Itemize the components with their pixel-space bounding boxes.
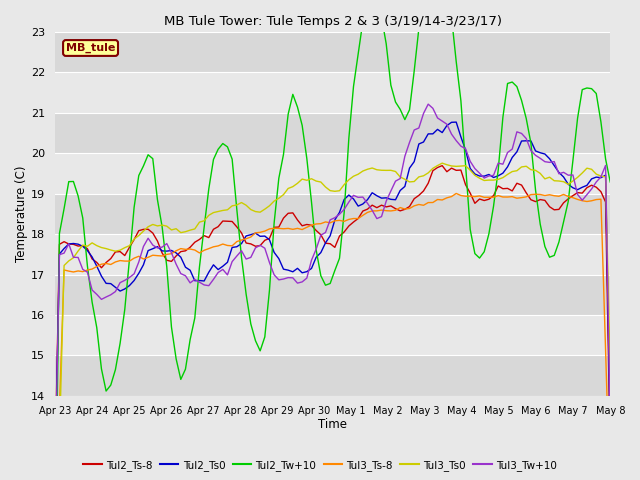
Legend: Tul2_Ts-8, Tul2_Ts0, Tul2_Tw+10, Tul3_Ts-8, Tul3_Ts0, Tul3_Tw+10: Tul2_Ts-8, Tul2_Ts0, Tul2_Tw+10, Tul3_Ts… [79, 456, 561, 475]
Bar [55, 113, 611, 153]
Bar [55, 315, 611, 356]
Bar [55, 234, 611, 275]
X-axis label: Time: Time [318, 419, 347, 432]
Bar [55, 72, 611, 113]
Bar [55, 153, 611, 194]
Bar [55, 32, 611, 72]
Y-axis label: Temperature (C): Temperature (C) [15, 166, 28, 262]
Bar [55, 194, 611, 234]
Bar [55, 275, 611, 315]
Title: MB Tule Tower: Tule Temps 2 & 3 (3/19/14-3/23/17): MB Tule Tower: Tule Temps 2 & 3 (3/19/14… [163, 15, 502, 28]
Text: MB_tule: MB_tule [66, 43, 115, 53]
Bar [55, 356, 611, 396]
